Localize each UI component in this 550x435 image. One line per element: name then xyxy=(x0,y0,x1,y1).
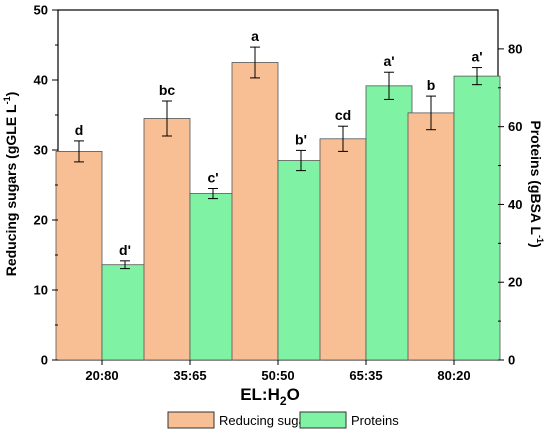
x-tick-label: 65:35 xyxy=(349,368,382,383)
significance-letter: a' xyxy=(383,53,394,69)
bar xyxy=(231,62,279,361)
significance-letter: a' xyxy=(471,49,482,65)
left-y-tick-label: 0 xyxy=(41,353,48,368)
legend: Reducing sugars Proteins xyxy=(167,411,399,429)
significance-letter: b' xyxy=(295,131,307,147)
right-y-tick-label: 60 xyxy=(508,119,522,134)
left-y-tick-label: 30 xyxy=(34,143,48,158)
legend-label-reducing-sugars: Reducing sugars xyxy=(219,413,317,428)
left-y-axis-title: Reducing sugars (gGLE L-1) xyxy=(2,92,19,277)
significance-letter: cd xyxy=(335,107,351,123)
x-axis-title: EL:H2O xyxy=(240,385,300,408)
bar xyxy=(55,150,103,361)
legend-swatch-reducing-sugars xyxy=(167,411,215,429)
significance-letter: a xyxy=(251,28,259,44)
x-tick-label: 20:80 xyxy=(85,368,118,383)
left-y-tick-label: 20 xyxy=(34,213,48,228)
bar xyxy=(143,118,191,361)
x-tick-label: 50:50 xyxy=(261,368,294,383)
x-axis: 20:80 35:65 50:50 65:35 80:20 xyxy=(85,360,471,383)
bar xyxy=(277,160,325,361)
significance-letter: b xyxy=(427,77,436,93)
bar xyxy=(453,75,501,361)
right-y-tick-label: 80 xyxy=(508,41,522,56)
significance-letter: d' xyxy=(119,242,131,258)
right-y-axis: 0 20 40 60 80 xyxy=(498,41,522,368)
right-y-tick-label: 20 xyxy=(508,275,522,290)
left-y-axis: 0 10 20 30 40 50 xyxy=(34,3,58,368)
right-y-tick-label: 40 xyxy=(508,197,522,212)
bar xyxy=(101,264,149,361)
right-y-axis-title: Proteins (gBSA L-1) xyxy=(528,120,545,247)
bar xyxy=(407,112,455,361)
significance-letter: c' xyxy=(207,170,218,186)
left-y-tick-label: 10 xyxy=(34,283,48,298)
right-y-tick-label: 0 xyxy=(508,353,515,368)
bars-layer: d d' bc c' a b' cd a' b a' xyxy=(55,28,501,361)
bar xyxy=(319,138,367,361)
x-tick-label: 80:20 xyxy=(437,368,470,383)
x-tick-label: 35:65 xyxy=(173,368,206,383)
bar xyxy=(365,85,413,361)
legend-label-proteins: Proteins xyxy=(351,413,399,428)
significance-letter: bc xyxy=(159,82,176,98)
bar xyxy=(189,193,237,361)
left-y-tick-label: 40 xyxy=(34,73,48,88)
significance-letter: d xyxy=(75,122,84,138)
left-y-tick-label: 50 xyxy=(34,3,48,18)
legend-swatch-proteins xyxy=(299,411,347,429)
